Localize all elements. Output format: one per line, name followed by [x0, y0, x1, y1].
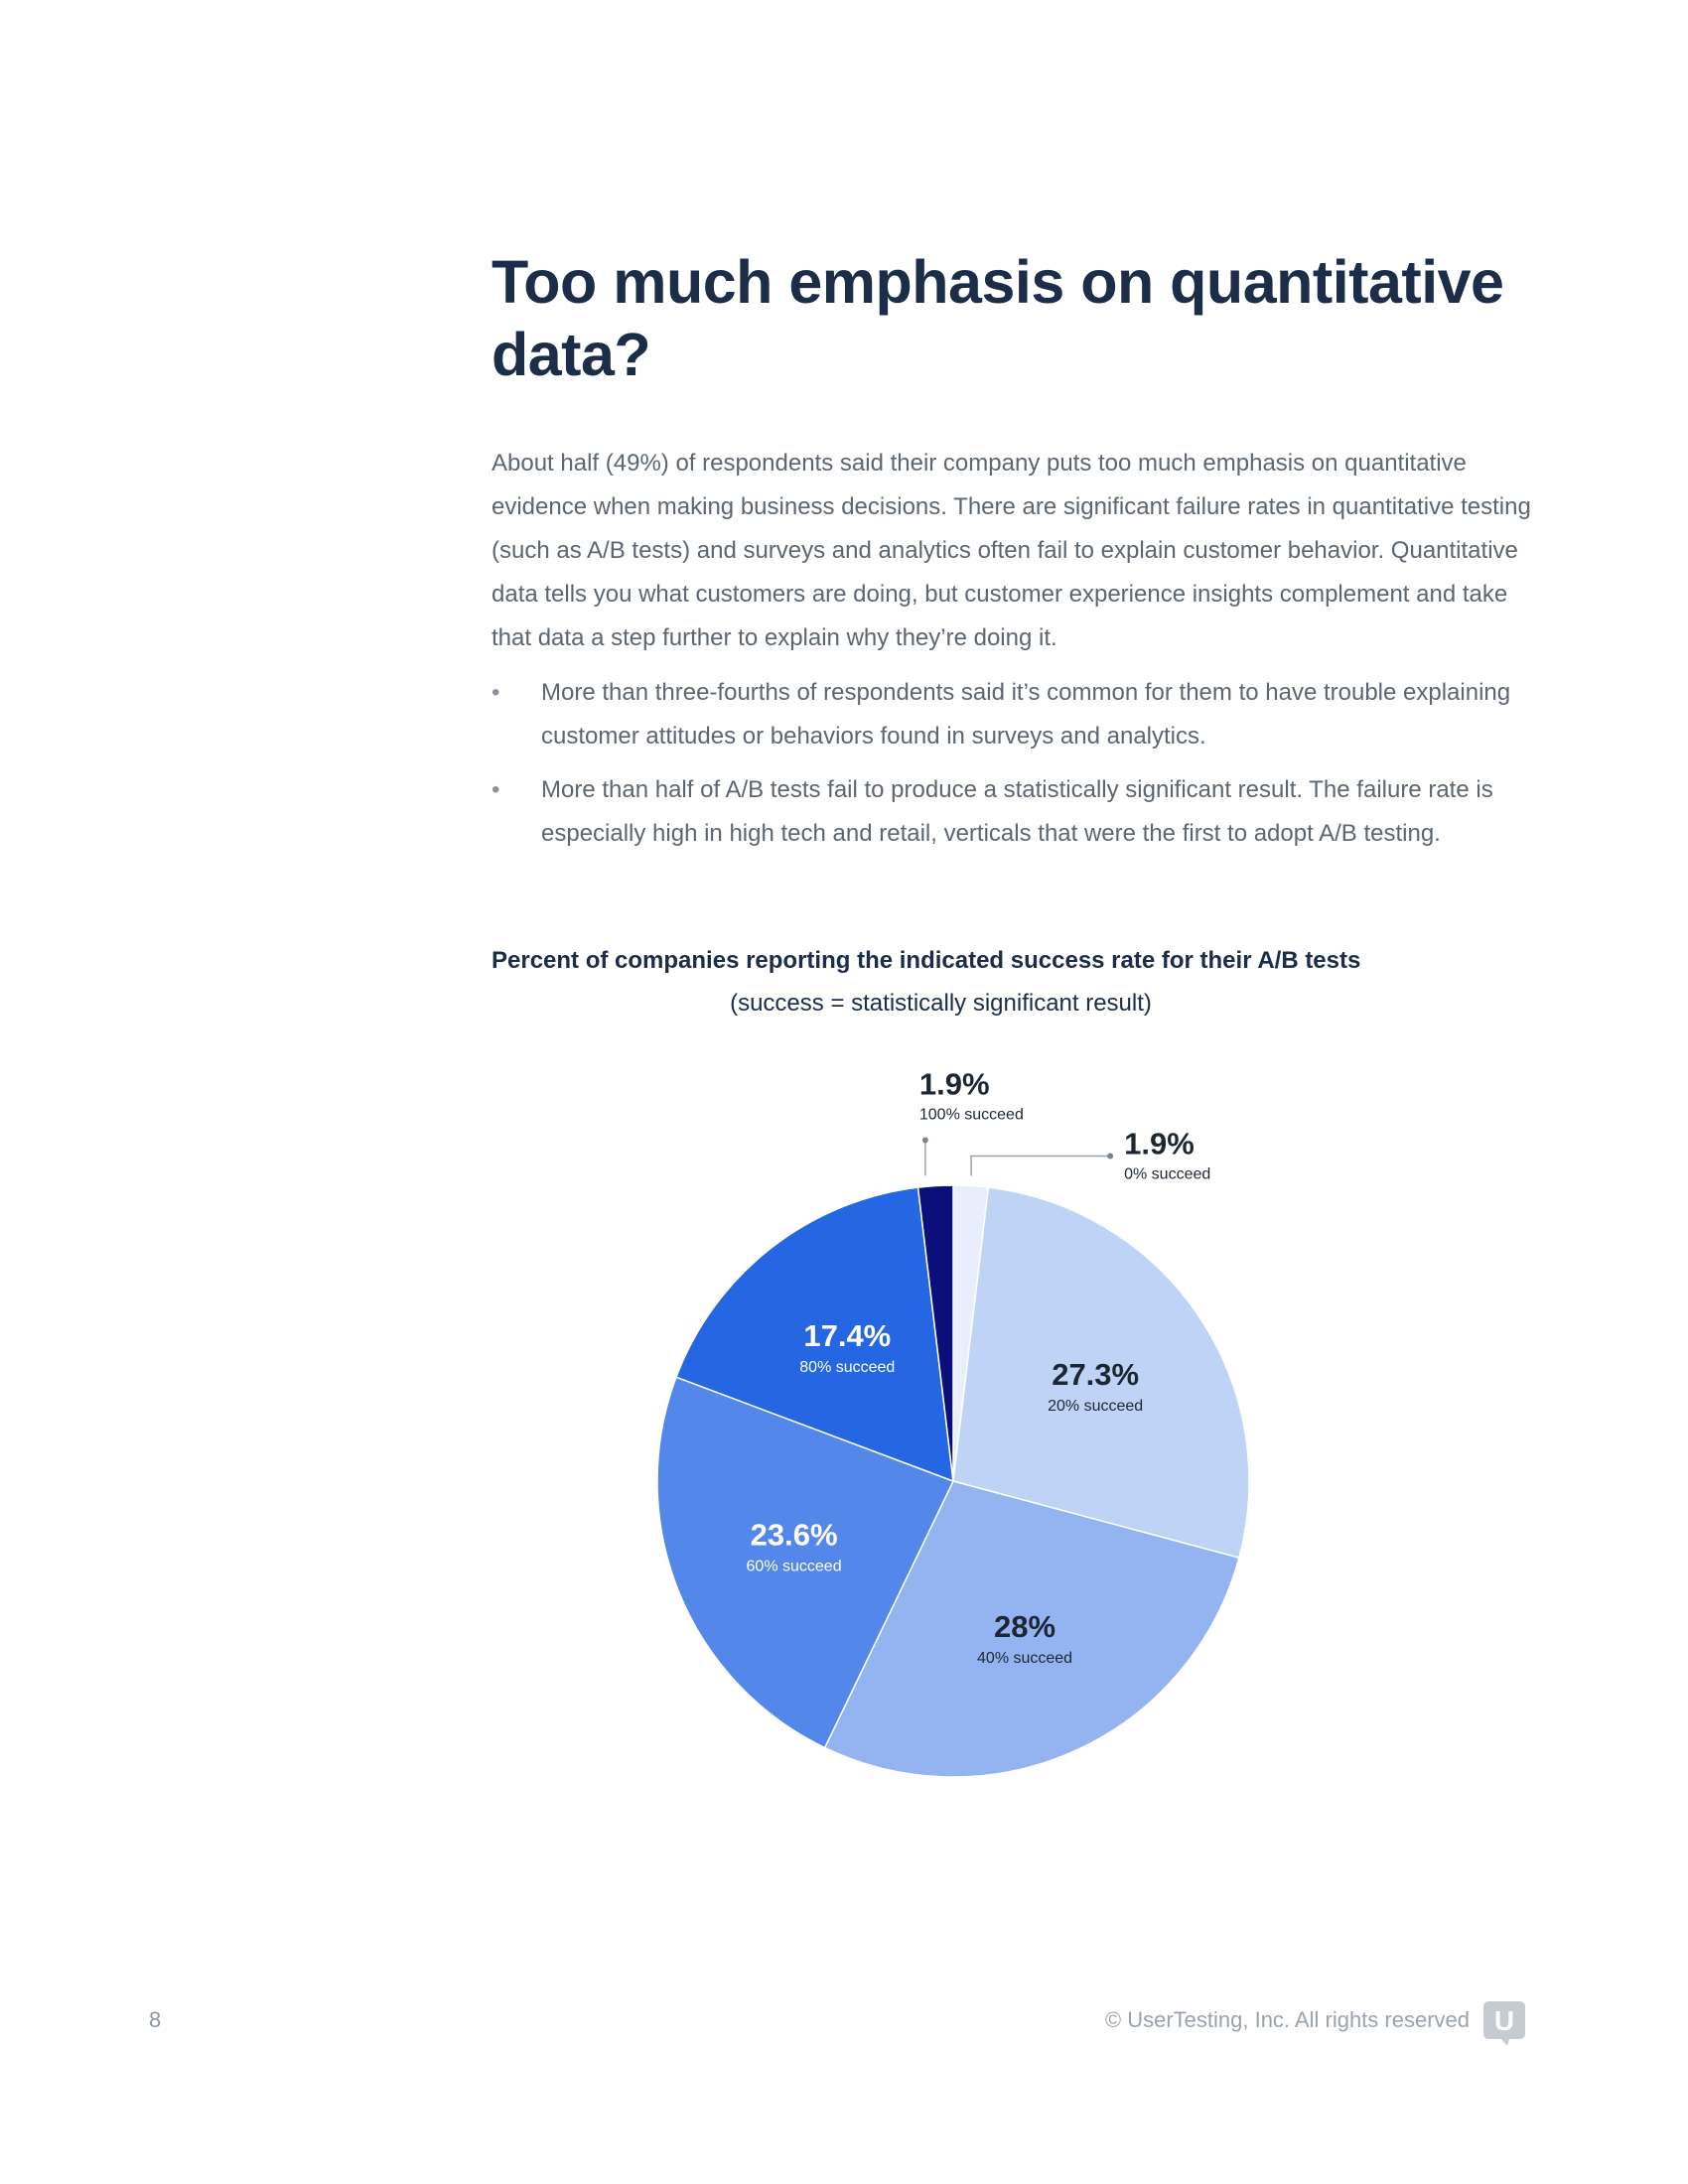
- pie-slice-20-succeed: [952, 1186, 1250, 1560]
- slice-value-label: 17.4%: [803, 1318, 891, 1353]
- bullet-item: • More than half of A/B tests fail to pr…: [492, 768, 1544, 856]
- logo-letter: U: [1494, 2005, 1514, 2036]
- pie-chart: 1.9% 0% succeed 27.3% 20% succeed 28% 40% suc…: [656, 1067, 1250, 1778]
- slice-category-label: 100% succeed: [919, 1107, 1024, 1124]
- slice-value-label: 1.9%: [919, 1067, 990, 1102]
- bullet-item: • More than three-fourths of respondents…: [492, 671, 1544, 758]
- chart-title: Percent of companies reporting the indic…: [492, 947, 1361, 974]
- pie-slice-100-succeed: [916, 1184, 954, 1482]
- usertesting-logo: U: [1483, 2001, 1525, 2046]
- page-heading: Too much emphasis on quantitative data?: [492, 248, 1504, 388]
- logo-bubble: [1483, 2001, 1525, 2046]
- bullet-dot: •: [492, 776, 500, 803]
- pie-slice-60-succeed: [656, 1376, 955, 1749]
- slice-category-label: 40% succeed: [977, 1650, 1072, 1667]
- intro-paragraph: About half (49%) of respondents said the…: [492, 450, 1531, 651]
- callout-line: [970, 1155, 1111, 1176]
- bullet-dot: •: [492, 679, 500, 706]
- slice-value-label: 23.6%: [751, 1517, 838, 1552]
- slice-category-label: 80% succeed: [799, 1359, 895, 1376]
- slice-value-label: 27.3%: [1052, 1357, 1139, 1392]
- slice-value-label: 1.9%: [1124, 1127, 1195, 1161]
- slice-value-label: 28%: [994, 1609, 1055, 1644]
- slice-category-label: 20% succeed: [1048, 1398, 1143, 1415]
- copyright-text: © UserTesting, Inc. All rights reserved: [1104, 2007, 1470, 2032]
- pie-slice-40-succeed: [823, 1480, 1240, 1778]
- page-number: 8: [149, 2007, 162, 2032]
- bullet-list: • More than three-fourths of respondents…: [492, 671, 1544, 866]
- bullet-text: More than half of A/B tests fail to prod…: [541, 776, 1493, 847]
- bullet-text: More than three-fourths of respondents s…: [541, 679, 1511, 750]
- callout-dot: [921, 1137, 928, 1144]
- chart-subtitle: (success = statistically significant res…: [730, 990, 1152, 1017]
- callout-dot: [1107, 1153, 1114, 1160]
- pie-slice-80-succeed: [675, 1186, 954, 1483]
- slice-category-label: 0% succeed: [1124, 1166, 1210, 1183]
- slice-category-label: 60% succeed: [747, 1558, 842, 1574]
